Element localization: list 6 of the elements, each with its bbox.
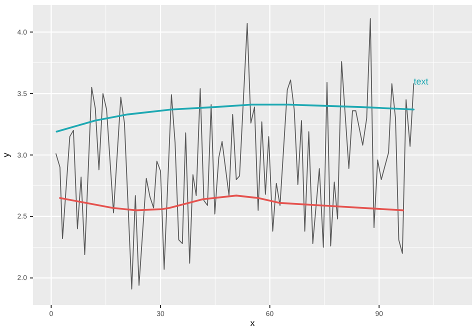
x-axis-title: x <box>250 318 256 328</box>
line-series <box>59 194 404 212</box>
line-series <box>56 104 415 133</box>
annotation: text <box>414 76 429 86</box>
line-series <box>56 18 414 290</box>
y-axis-title: y <box>1 152 11 158</box>
